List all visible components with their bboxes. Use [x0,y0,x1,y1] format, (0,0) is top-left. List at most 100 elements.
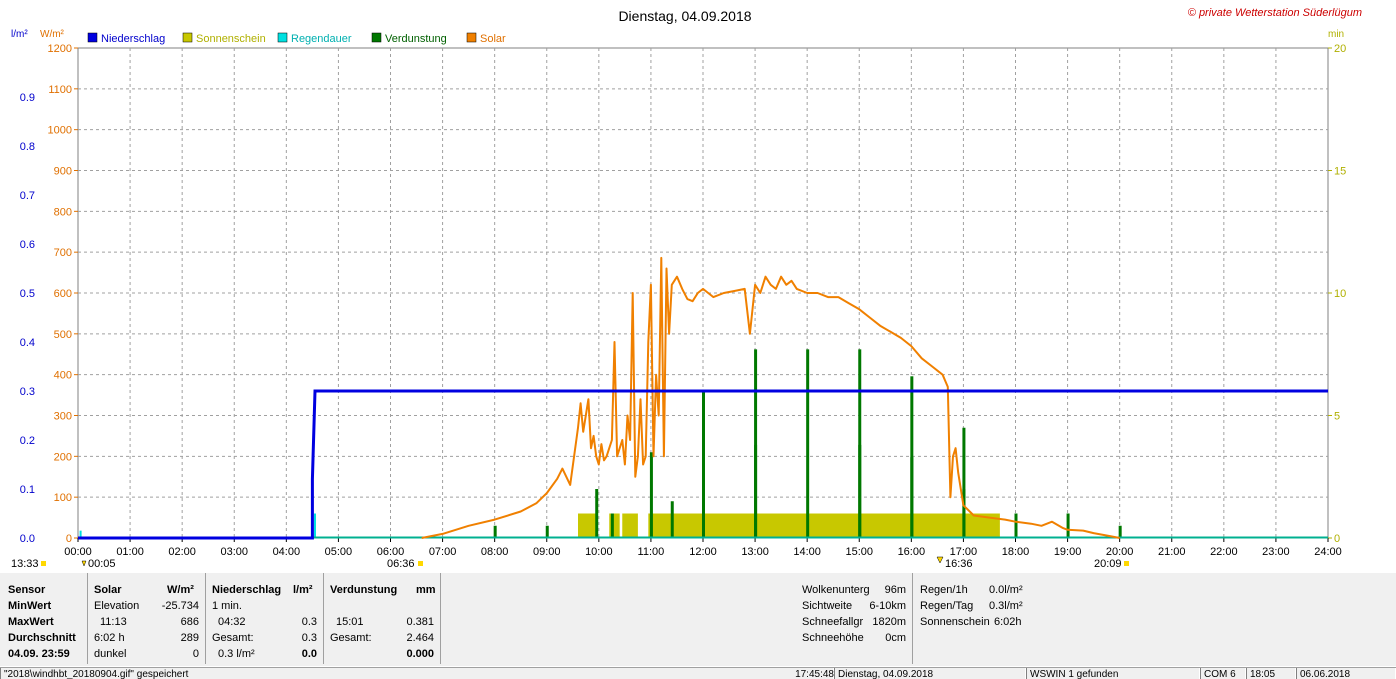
x-tick-label: 00:00 [64,546,92,558]
legend: Niederschlag Sonnenschein Regendauer Ver… [87,32,506,45]
x-tick-label: 10:00 [585,546,613,558]
legend-swatch-niederschlag [87,32,98,43]
y-precip-tick-label: 0.7 [20,190,35,202]
y-solar-tick-label: 700 [54,247,72,259]
y-precip-tick-label: 0.1 [20,484,35,496]
y-precip-tick-label: 0.3 [20,386,35,398]
y-precip-tick-label: 0.4 [20,337,35,349]
niederschlag-series [78,389,1328,540]
status-clock: 18:05 [1246,668,1296,679]
x-tick-label: 21:00 [1158,546,1186,558]
x-tick-label: 14:00 [793,546,821,558]
evap-head: Verdunstung [330,584,398,596]
solar-max-value: 686 [180,616,199,628]
x-tick-label: 16:00 [898,546,926,558]
verdunstung-bar [670,501,674,538]
y-precip-tick-label: 0.6 [20,239,35,251]
x-tick-label: 01:00 [116,546,144,558]
verdunstung-bar [702,464,705,538]
verdunstung-bar [610,513,614,538]
marker-right-time: 20:09 [1094,558,1122,570]
minwert-label: MinWert [8,600,52,612]
precip-total: 0.3 [301,632,317,644]
sonnenschein-label: Sonnenschein [920,616,990,628]
solar-avg: 289 [180,632,199,644]
solar-unit: W/m² [167,584,194,596]
elevation-label: Elevation [94,600,140,612]
unit-left-precip: l/m² [11,29,28,40]
x-tick-label: 23:00 [1262,546,1290,558]
elevation-value: -25.734 [161,600,199,612]
verdunstung-bar [595,489,599,538]
x-tick-label: 22:00 [1210,546,1238,558]
y-solar-tick-label: 200 [54,451,72,463]
evap-unit: mm [416,584,436,596]
wolken-value: 96m [884,584,906,596]
sonnenschein-bar [648,513,1000,538]
verdunstung-bar [858,349,862,538]
regen1h-value: 0.0l/m² [989,584,1023,596]
y-precip-tick-label: 0.2 [20,435,35,447]
sonnenschein-bar [622,513,638,538]
y-precip-tick-label: 0.0 [20,533,35,545]
regendauer-bar [313,513,316,538]
verdunstung-series [493,349,1122,538]
marker-left-label: 13:33 [11,558,39,570]
info-panel-niederschlag: Niederschlag l/m² 1 min. 04:32 0.3 Gesam… [205,573,324,664]
verdunstung-bar [1014,513,1018,538]
durchschnitt-label: Durchschnitt [8,632,76,644]
info-panel-verdunstung: Verdunstung mm 15:01 0.381 Gesamt: 2.464… [323,573,441,664]
sunrise-label: 06:36 [387,558,415,570]
unit-left-solar: W/m² [40,29,65,40]
verdunstung-bar [649,452,653,538]
verdunstung-bar [806,349,810,538]
status-time: 17:45:48 [795,669,834,679]
y-solar-tick-label: 500 [54,329,72,341]
schneehoehe-value: 0cm [885,632,906,644]
niederschlag-line [78,389,1328,540]
y-axis-solar: 0 100 200 300 400 500 600 700 800 900 1000 1100 1200 [48,43,78,545]
sonnenschein-value: 6:02h [994,616,1022,628]
sicht-value: 6-10km [869,600,906,612]
verdunstung-bar [858,444,862,538]
x-tick-label: 13:00 [741,546,769,558]
status-bar: "2018\windhbt_20180904.gif" gespeichert … [0,667,1396,679]
legend-swatch-sonnenschein [182,32,193,43]
legend-label-regendauer: Regendauer [291,33,352,45]
regendauer-series [79,513,316,538]
regen1h-label: Regen/1h [920,584,968,596]
chart: Dienstag, 04.09.2018 © private Wettersta… [11,7,1362,570]
regentag-value: 0.3l/m² [989,600,1023,612]
legend-swatch-regendauer [277,32,288,43]
sunrise-dot [418,561,423,566]
verdunstung-bar [545,525,549,538]
evap-max-value: 0.381 [406,616,434,628]
y-solar-tick-label: 100 [54,492,72,504]
x-tick-label: 20:00 [1106,546,1134,558]
info-panel-rain: Regen/1h 0.0l/m² Regen/Tag 0.3l/m² Sonne… [912,573,1032,664]
sonnenschein-series [578,513,1000,538]
precip-gesamt-label: Gesamt: [212,632,254,644]
x-tick-label: 12:00 [689,546,717,558]
schneefall-value: 1820m [872,616,906,628]
x-axis: 00:00 01:00 02:00 03:00 04:00 05:00 06:00 07:00… [64,538,1342,558]
y-minutes-tick-label: 0 [1334,533,1340,545]
precip-max-time: 04:32 [218,616,246,628]
schneefall-label: Schneefallgr [802,616,864,628]
status-date2: 06.06.2018 [1296,668,1396,679]
legend-label-sonnenschein: Sonnenschein [196,33,266,45]
regendauer-bar [79,530,82,538]
evap-gesamt-label: Gesamt: [330,632,372,644]
x-tick-label: 18:00 [1002,546,1030,558]
sicht-label: Sichtweite [802,600,853,612]
info-panel-cloud: Wolkenunterg 96m Sichtweite 6-10km Schne… [440,573,913,664]
legend-label-solar: Solar [480,33,506,45]
sensor-label: Sensor [8,584,46,596]
x-tick-label: 05:00 [325,546,353,558]
x-tick-label: 24:00 [1314,546,1342,558]
y-minutes-tick-label: 10 [1334,288,1346,300]
precip-rate: 0.3 l/m² [218,648,255,660]
legend-swatch-solar [466,32,477,43]
x-tick-label: 07:00 [429,546,457,558]
x-tick-label: 15:00 [845,546,873,558]
